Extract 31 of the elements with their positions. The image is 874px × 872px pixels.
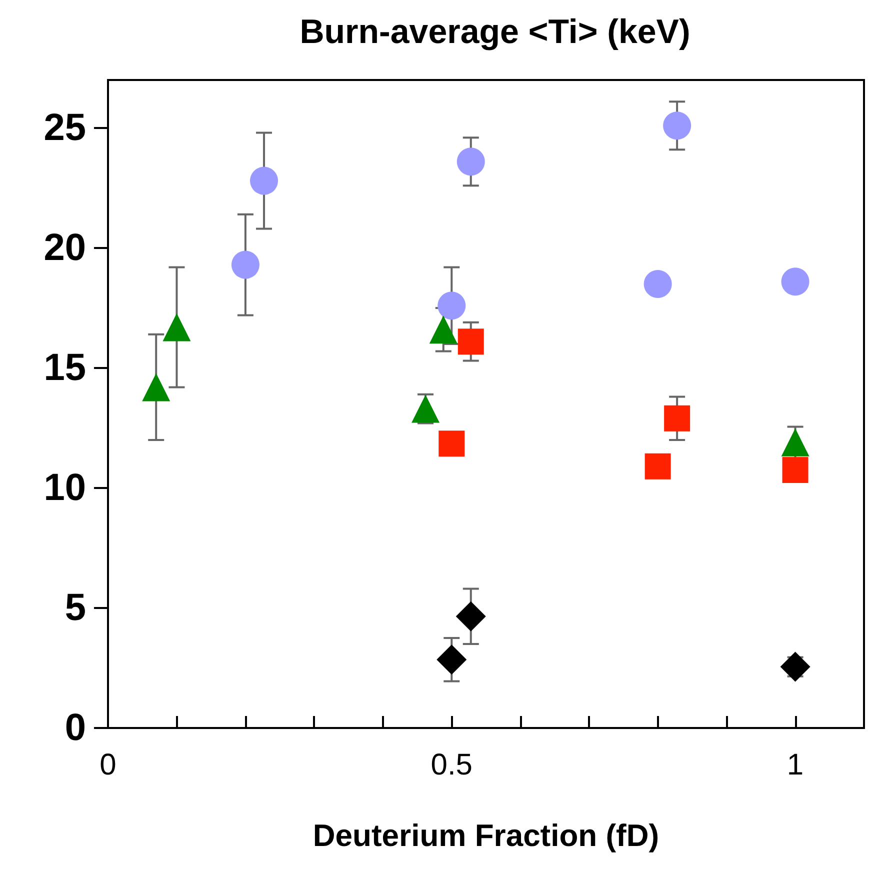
y-tick-label: 25 [44, 107, 86, 149]
point [644, 453, 671, 480]
point [162, 313, 191, 342]
point [438, 292, 466, 320]
point [412, 394, 440, 423]
point [231, 250, 260, 279]
point [438, 430, 465, 457]
point [664, 405, 690, 432]
x-tick-label: 0.5 [430, 748, 472, 782]
x-tick-label: 0 [100, 748, 116, 782]
y-tick-label: 0 [64, 707, 86, 749]
y-tick-label: 20 [44, 227, 86, 269]
y-tick-label: 5 [64, 587, 86, 629]
point [782, 457, 808, 483]
point [429, 316, 458, 344]
point [456, 601, 486, 632]
point [456, 148, 485, 176]
point [644, 270, 672, 298]
x-axis-title: Deuterium Fraction (fD) [312, 818, 660, 853]
chart-title: Burn-average <Ti> (keV) [300, 13, 690, 51]
y-tick-label: 15 [44, 347, 86, 389]
point [458, 328, 484, 355]
point [436, 644, 467, 675]
point [142, 373, 170, 402]
point [781, 428, 810, 456]
x-tick-label: 1 [786, 748, 804, 782]
point [250, 166, 278, 195]
point [781, 268, 810, 296]
point [663, 112, 692, 140]
y-tick-label: 10 [44, 467, 86, 509]
point [780, 652, 810, 682]
